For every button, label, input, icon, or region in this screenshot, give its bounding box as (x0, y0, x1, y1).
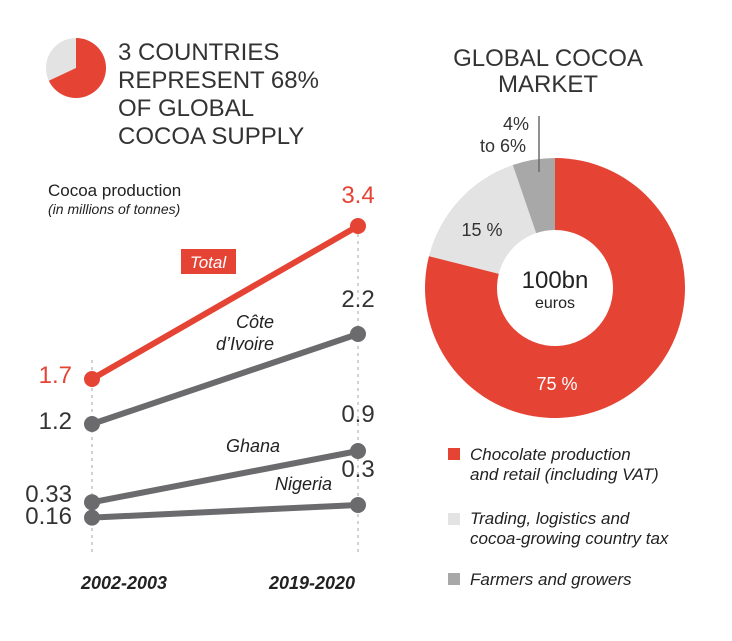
donut-title-line-1: GLOBAL COCOA (453, 45, 643, 72)
value-label-nigeria-end: 0.3 (341, 456, 374, 483)
series-label-total: Total (190, 253, 227, 272)
headline-line-1: 3 COUNTRIES (118, 39, 279, 66)
donut-center-unit: euros (535, 295, 575, 312)
headline-line-3: OF GLOBAL (118, 95, 254, 122)
point-ghana-2002 (84, 494, 100, 511)
series-line-nigeria (89, 502, 361, 521)
value-label-cote-end: 2.2 (341, 286, 374, 313)
series-label-cote-line-2: d’Ivoire (216, 334, 274, 354)
point-cote-2019 (350, 326, 366, 342)
headline-line-4: COCOA SUPPLY (118, 123, 304, 150)
series-line-total (89, 223, 361, 382)
legend-label-chocolate-line-2: and retail (including VAT) (470, 465, 659, 484)
value-label-ghana-end: 0.9 (341, 401, 374, 428)
series-line-cote-divoire (89, 331, 361, 427)
value-label-ghana-start: 0.33 (25, 481, 72, 508)
donut-title-line-2: MARKET (498, 71, 598, 98)
point-total-2019 (350, 218, 366, 234)
legend-swatch-trading (448, 513, 460, 525)
value-label-cote-start: 1.2 (39, 408, 72, 435)
legend-swatch-chocolate (448, 448, 460, 460)
donut-slice-farmers (512, 158, 555, 234)
point-ghana-2019 (350, 443, 366, 459)
value-label-nigeria-start: 0.16 (25, 503, 72, 530)
series-line-ghana (89, 448, 361, 506)
x-category-2002-2003: 2002-2003 (80, 573, 167, 593)
line-chart-subtitle: (in millions of tonnes) (48, 201, 180, 217)
point-total-2002 (84, 371, 100, 387)
series-label-cote-line-1: Côte (236, 312, 274, 332)
donut-label-farmers-line-1: 4% (503, 114, 529, 134)
donut-slice-trading (428, 165, 537, 274)
line-chart-title: Cocoa production (48, 181, 181, 200)
series-label-nigeria: Nigeria (275, 474, 332, 494)
legend-label-trading-line-2: cocoa-growing country tax (470, 529, 669, 548)
donut-slice-chocolate (424, 158, 685, 418)
value-label-total-start: 1.7 (39, 362, 72, 389)
headline-pie-slice (48, 38, 106, 98)
legend-label-trading-line-1: Trading, logistics and (470, 509, 630, 528)
point-nigeria-2002 (84, 509, 100, 526)
donut-center-value: 100bn (522, 267, 589, 294)
donut-label-farmers-line-2: to 6% (480, 136, 526, 156)
x-category-2019-2020: 2019-2020 (268, 573, 355, 593)
donut-label-trading: 15 % (461, 220, 502, 240)
series-label-total-box (181, 249, 236, 274)
headline-line-2: REPRESENT 68% (118, 67, 319, 94)
series-label-ghana: Ghana (226, 436, 280, 456)
donut-label-chocolate: 75 % (536, 374, 577, 394)
value-label-total-end: 3.4 (341, 182, 374, 209)
point-cote-2002 (84, 416, 100, 432)
point-nigeria-2019 (350, 497, 366, 513)
headline-pie (46, 38, 106, 98)
legend-swatch-farmers (448, 573, 460, 585)
legend-label-chocolate-line-1: Chocolate production (470, 445, 631, 464)
legend-label-farmers: Farmers and growers (470, 570, 632, 589)
